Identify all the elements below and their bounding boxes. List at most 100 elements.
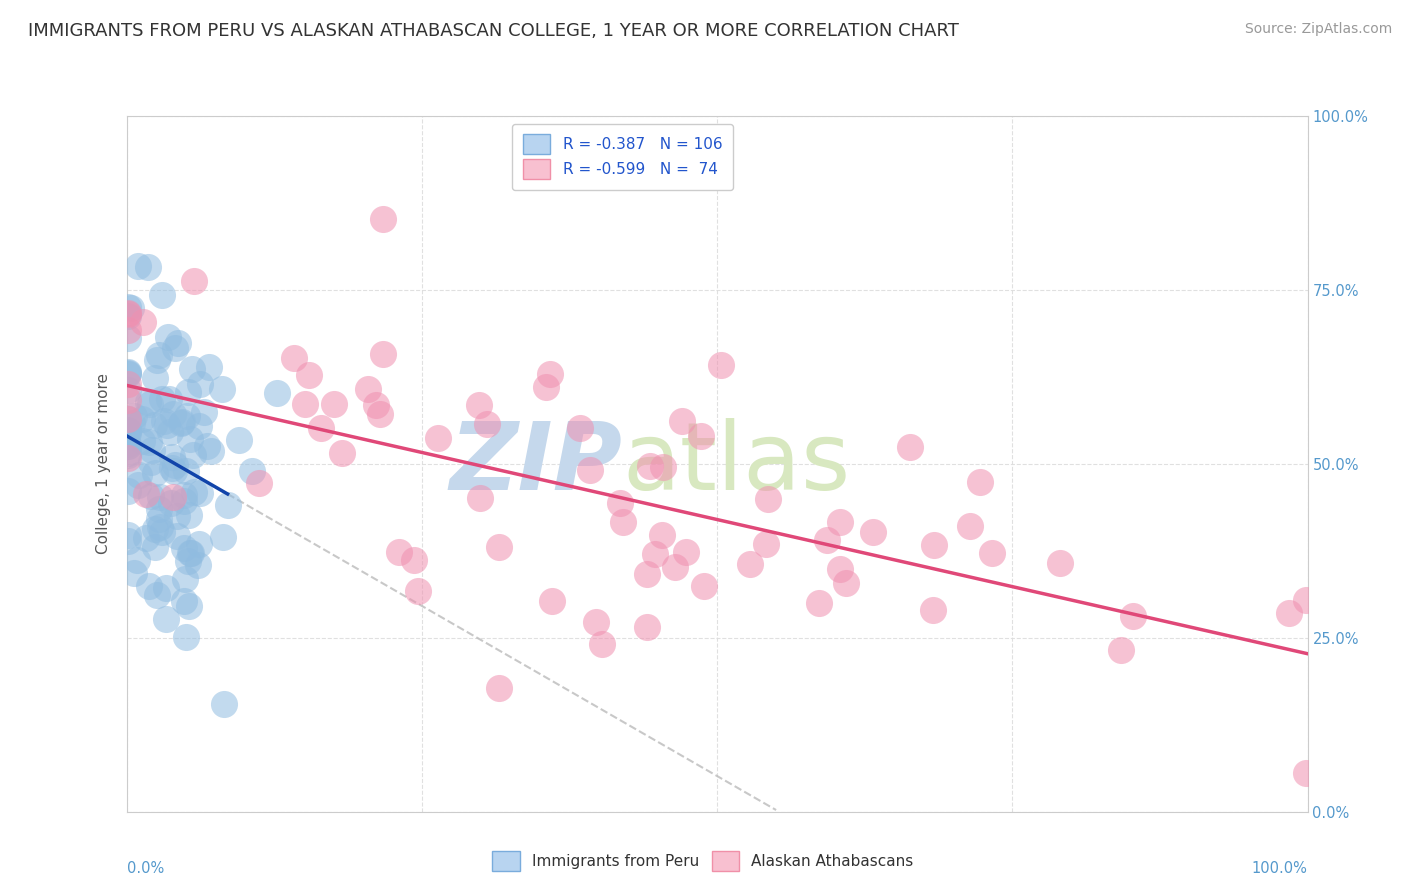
Point	[177, 385, 200, 400]
Point	[217, 499, 239, 513]
Legend: Immigrants from Peru, Alaskan Athabascans: Immigrants from Peru, Alaskan Athabascan…	[492, 851, 914, 871]
Text: 100.0%: 100.0%	[1251, 861, 1308, 876]
Point	[357, 382, 380, 396]
Point	[187, 418, 209, 433]
Point	[163, 464, 186, 478]
Point	[124, 566, 146, 580]
Point	[148, 348, 170, 362]
Point	[121, 416, 143, 430]
Point	[122, 409, 145, 423]
Point	[693, 579, 716, 593]
Point	[173, 594, 195, 608]
Point	[117, 307, 139, 321]
Point	[117, 306, 139, 320]
Point	[143, 466, 166, 480]
Point	[148, 512, 170, 526]
Point	[538, 368, 561, 382]
Point	[128, 468, 150, 483]
Point	[297, 368, 319, 382]
Point	[127, 477, 149, 491]
Point	[1295, 765, 1317, 780]
Point	[117, 439, 139, 453]
Point	[170, 417, 193, 431]
Point	[117, 331, 139, 345]
Point	[117, 439, 139, 453]
Point	[156, 417, 179, 432]
Point	[117, 450, 139, 465]
Point	[969, 475, 991, 489]
Point	[117, 528, 139, 542]
Point	[488, 540, 510, 554]
Point	[117, 423, 139, 437]
Point	[371, 212, 394, 227]
Point	[163, 458, 186, 472]
Point	[172, 415, 194, 429]
Point	[488, 681, 510, 696]
Point	[150, 525, 173, 540]
Point	[959, 518, 981, 533]
Point	[160, 450, 183, 464]
Point	[117, 376, 139, 391]
Point	[373, 347, 395, 361]
Point	[228, 433, 250, 447]
Point	[330, 445, 353, 459]
Point	[922, 538, 945, 552]
Point	[475, 417, 498, 431]
Point	[117, 411, 139, 425]
Point	[117, 366, 139, 380]
Text: IMMIGRANTS FROM PERU VS ALASKAN ATHABASCAN COLLEGE, 1 YEAR OR MORE CORRELATION C: IMMIGRANTS FROM PERU VS ALASKAN ATHABASC…	[28, 22, 959, 40]
Point	[173, 493, 195, 508]
Point	[664, 560, 686, 574]
Point	[404, 553, 426, 567]
Point	[815, 533, 838, 548]
Point	[139, 397, 162, 411]
Point	[1295, 593, 1317, 607]
Point	[179, 546, 201, 560]
Point	[294, 397, 316, 411]
Point	[117, 425, 139, 440]
Point	[195, 439, 218, 453]
Point	[157, 392, 180, 406]
Point	[309, 421, 332, 435]
Point	[149, 520, 172, 534]
Point	[117, 365, 139, 379]
Point	[166, 508, 188, 523]
Point	[181, 361, 204, 376]
Point	[406, 584, 429, 599]
Point	[188, 377, 211, 392]
Point	[198, 359, 221, 374]
Point	[1122, 609, 1144, 624]
Point	[155, 582, 177, 596]
Point	[176, 409, 198, 423]
Point	[149, 490, 172, 504]
Point	[177, 508, 200, 522]
Point	[127, 259, 149, 273]
Point	[135, 531, 157, 545]
Point	[117, 300, 139, 314]
Point	[150, 392, 173, 406]
Point	[212, 530, 235, 544]
Point	[1278, 606, 1301, 620]
Point	[117, 368, 139, 382]
Point	[636, 620, 658, 634]
Point	[835, 575, 858, 590]
Point	[117, 424, 139, 438]
Point	[177, 599, 200, 614]
Point	[183, 485, 205, 500]
Point	[609, 495, 631, 509]
Point	[180, 546, 202, 560]
Point	[138, 260, 160, 275]
Point	[117, 309, 139, 323]
Point	[117, 483, 139, 498]
Point	[181, 448, 204, 462]
Point	[828, 515, 851, 529]
Point	[651, 460, 673, 475]
Text: Source: ZipAtlas.com: Source: ZipAtlas.com	[1244, 22, 1392, 37]
Point	[1109, 642, 1132, 657]
Point	[125, 552, 148, 566]
Point	[117, 392, 139, 407]
Point	[142, 417, 165, 432]
Point	[117, 448, 139, 462]
Y-axis label: College, 1 year or more: College, 1 year or more	[96, 374, 111, 554]
Point	[675, 545, 697, 559]
